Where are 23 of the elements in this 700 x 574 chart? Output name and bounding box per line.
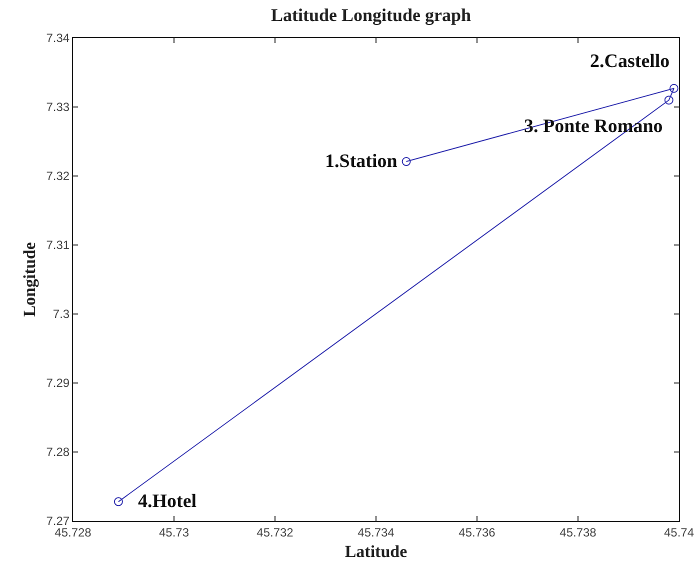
y-tick-label: 7.31 xyxy=(46,238,70,252)
y-tick-label: 7.34 xyxy=(46,31,70,46)
point xyxy=(664,96,674,105)
x-tick-label: 45.74 xyxy=(664,525,694,540)
annotation: 2.Castello xyxy=(590,51,670,72)
point xyxy=(669,84,678,93)
annotation: 1.Station xyxy=(325,151,398,172)
x-tick-label: 45.736 xyxy=(458,525,496,540)
x-tick-label: 45.732 xyxy=(256,525,294,540)
chart-title: Latitude Longitude graph xyxy=(270,5,472,26)
y-tick-label: 7.28 xyxy=(46,445,70,460)
x-tick-label: 45.73 xyxy=(158,525,190,540)
x-tick-label: 45.738 xyxy=(560,525,597,540)
x-axis-title: Latitude xyxy=(344,542,408,561)
point xyxy=(402,157,411,166)
y-tick-label: 7.33 xyxy=(46,100,70,114)
y-tick-label: 7.3 xyxy=(52,307,70,322)
y-axis-title: Longitude xyxy=(20,242,39,317)
annotation: 4.Hotel xyxy=(138,491,197,512)
point xyxy=(114,497,123,506)
x-tick-label: 45.734 xyxy=(358,525,395,540)
y-tick-label: 7.32 xyxy=(46,169,70,184)
y-tick-label: 7.29 xyxy=(46,376,70,390)
